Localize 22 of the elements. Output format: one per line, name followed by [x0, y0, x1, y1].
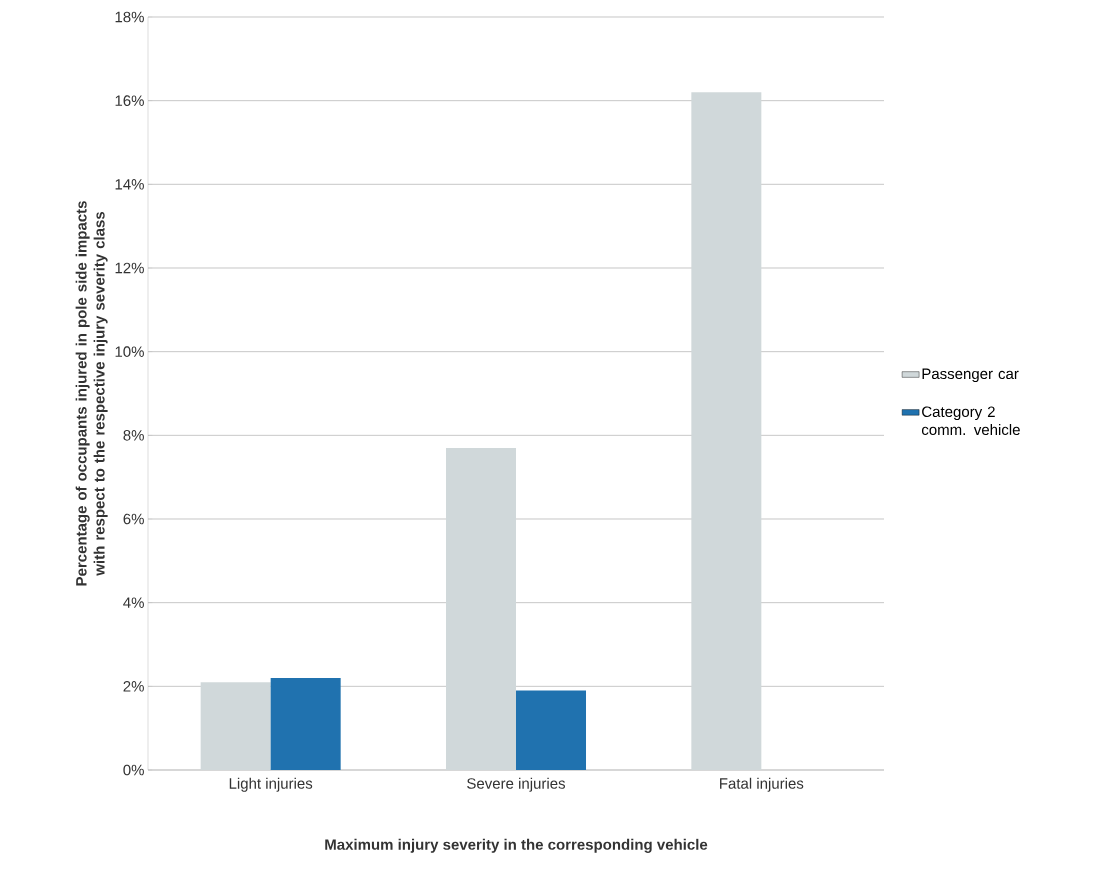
legend-label: Category 2 comm. vehicle: [921, 406, 1020, 436]
y-tick-label: 10%: [115, 346, 144, 357]
y-tick-label: 8%: [123, 430, 144, 441]
y-axis-title: Percentage of occupants injured in pole side impacts with respect to the respective injury severity class: [75, 201, 108, 586]
y-tick-label: 2%: [123, 681, 144, 692]
y-tick-label: 0%: [123, 764, 144, 776]
y-tick-label: 16%: [115, 95, 144, 106]
y-tick-label: 14%: [115, 179, 144, 190]
x-tick-label: Light injuries: [229, 777, 313, 792]
bar: [270, 677, 341, 770]
bar: [200, 682, 271, 770]
bar: [516, 690, 586, 770]
x-axis-title: Maximum injury severity in the corresponding vehicle: [325, 838, 708, 853]
y-tick-label: 4%: [123, 597, 144, 608]
x-tick-label: Severe injuries: [467, 777, 566, 792]
x-tick-label: Fatal injuries: [720, 777, 804, 792]
y-tick-label: 18%: [115, 11, 144, 23]
legend-label: Passenger car: [922, 368, 1019, 383]
bar: [446, 447, 516, 770]
y-tick-label: 12%: [115, 262, 144, 274]
y-tick-label: 6%: [123, 513, 144, 525]
bar: [691, 92, 762, 770]
